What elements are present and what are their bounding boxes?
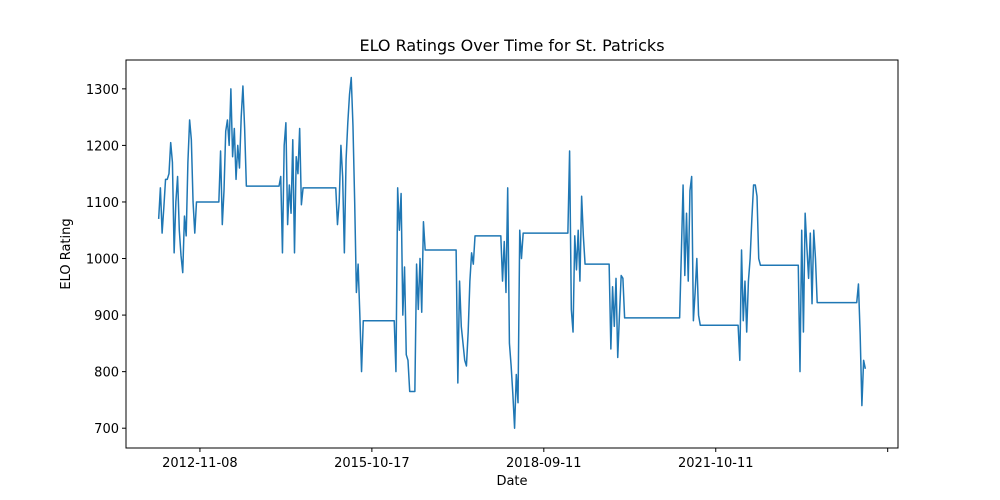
y-tick-label: 900 [94, 309, 119, 324]
y-axis-label: ELO Rating [59, 218, 74, 289]
x-tick-label: 2018-09-11 [506, 456, 582, 471]
line-series [157, 76, 867, 429]
y-tick-label: 1200 [86, 139, 119, 154]
chart-title: ELO Ratings Over Time for St. Patricks [359, 36, 664, 55]
x-tick-label: 2015-10-17 [334, 456, 410, 471]
x-tick-label: 2021-10-11 [678, 456, 754, 471]
x-tick-label: 2012-11-08 [162, 456, 238, 471]
y-tick-label: 700 [94, 422, 119, 437]
x-axis-label: Date [496, 474, 527, 489]
y-tick-label: 1100 [86, 196, 119, 211]
y-tick-label: 1300 [86, 83, 119, 98]
y-tick-label: 800 [94, 366, 119, 381]
plot-frame [125, 59, 899, 449]
y-tick-label: 1000 [86, 253, 119, 268]
